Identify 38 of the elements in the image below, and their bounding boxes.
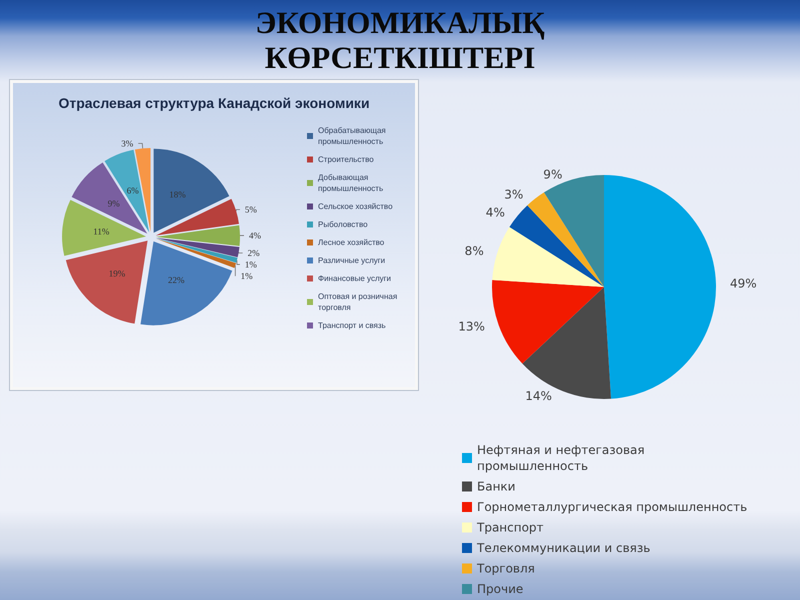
- legend-label: Горнометаллургическая промышленность: [477, 500, 748, 514]
- data-label: 49%: [730, 276, 757, 290]
- legend-label: Различные услуги: [318, 256, 386, 265]
- legend-label: Транспорт и связь: [318, 321, 386, 330]
- data-label: 19%: [108, 268, 126, 279]
- data-label: 5%: [244, 204, 258, 215]
- data-label: 4%: [486, 205, 505, 220]
- legend-label: Строительство: [318, 155, 374, 164]
- legend-label: Лесное хозяйство: [318, 238, 385, 247]
- data-label: 22%: [168, 275, 185, 286]
- data-label: 1%: [240, 270, 254, 281]
- legend-label: Банки: [477, 480, 516, 494]
- data-label: 8%: [464, 244, 484, 258]
- data-label: 3%: [121, 138, 134, 148]
- data-label: 1%: [244, 259, 258, 270]
- legend-label: Телекоммуникации и связь: [476, 541, 650, 555]
- data-label: 18%: [169, 190, 186, 200]
- chart-title: Отраслевая структура Канадской экономики: [58, 95, 370, 111]
- legend-label: Транспорт: [476, 520, 544, 534]
- data-label: 14%: [525, 388, 552, 403]
- data-label: 2%: [248, 248, 260, 258]
- legend-label: Рыболовство: [318, 220, 368, 229]
- legend-label: Прочие: [477, 582, 524, 596]
- data-label: 11%: [93, 226, 110, 237]
- legend-label: Добывающая промышленность: [318, 173, 384, 193]
- legend-label: Обрабатывающая промышленность: [318, 126, 386, 146]
- data-label: 6%: [126, 185, 140, 196]
- data-label: 3%: [504, 188, 524, 202]
- legend-label: Сельское хозяйство: [318, 202, 394, 211]
- data-label: 13%: [458, 320, 485, 334]
- text: ЭКОНОМИКАЛЫҚ КӨРСЕТКІШТЕРІ: [254, 5, 546, 77]
- data-label: 4%: [248, 230, 262, 241]
- data-label: 9%: [108, 198, 120, 209]
- data-label: 9%: [543, 168, 562, 182]
- legend-label: Оптовая и розничная торговля: [318, 292, 398, 312]
- legend-label: Торговля: [476, 562, 535, 576]
- legend-label: Финансовые услуги: [318, 274, 392, 283]
- legend-label: Нефтяная и нефтегазовая промышленность: [477, 443, 645, 473]
